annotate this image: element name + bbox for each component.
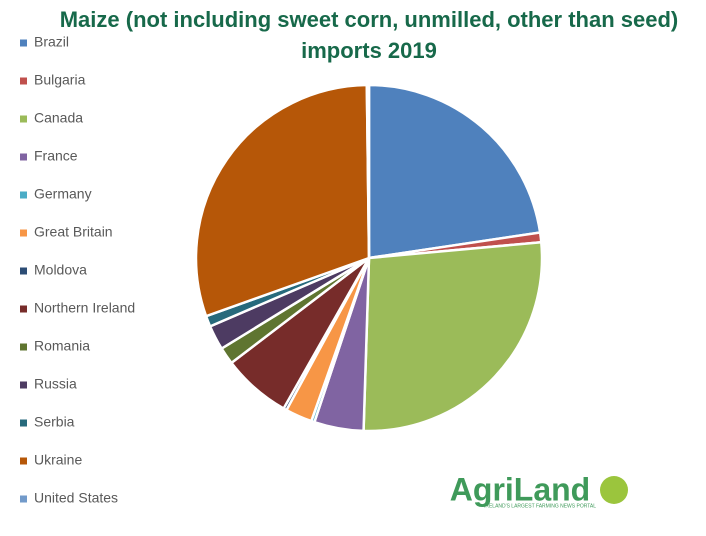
legend-swatch (20, 153, 27, 161)
legend-label: France (34, 148, 78, 164)
legend-swatch (20, 191, 27, 199)
legend-label: Moldova (34, 262, 87, 278)
legend-label: Serbia (34, 414, 75, 430)
legend-label: Northern Ireland (34, 300, 135, 316)
legend-label: Russia (34, 376, 77, 392)
legend-label: Bulgaria (34, 72, 86, 88)
legend-label: Brazil (34, 34, 69, 50)
legend-swatch (20, 381, 27, 389)
legend-swatch (20, 115, 27, 123)
logo: AgriLand (450, 471, 590, 507)
pie-slice (367, 83, 542, 260)
legend-swatch (20, 457, 27, 465)
pie-slice (194, 83, 371, 318)
legend-label: United States (34, 490, 118, 506)
legend-label: Romania (34, 338, 90, 354)
pie-slice (362, 240, 544, 433)
logo-tagline: IRELAND'S LARGEST FARMING NEWS PORTAL (484, 503, 596, 509)
legend-swatch (20, 495, 27, 503)
pie-slice (365, 83, 371, 259)
legend-swatch (20, 305, 27, 313)
legend-swatch (20, 267, 27, 275)
legend-swatch (20, 419, 27, 427)
legend-label: Germany (34, 186, 92, 202)
legend-swatch (20, 77, 27, 85)
legend-label: Great Britain (34, 224, 113, 240)
legend-swatch (20, 39, 27, 47)
logo-icon (600, 476, 628, 504)
legend-swatch (20, 343, 27, 351)
legend-label: Canada (34, 110, 83, 126)
chart-title: Maize (not including sweet corn, unmille… (59, 7, 679, 63)
legend-label: Ukraine (34, 452, 82, 468)
legend-swatch (20, 229, 27, 237)
